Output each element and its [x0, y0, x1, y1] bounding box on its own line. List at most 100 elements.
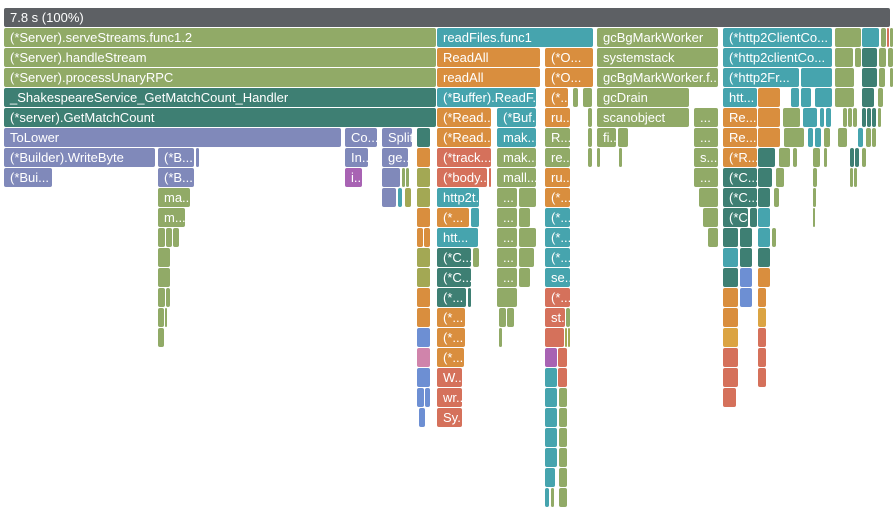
flame-frame-o[interactable]: (*O... — [545, 48, 593, 67]
flame-frame[interactable] — [862, 28, 879, 47]
flame-frame[interactable] — [776, 168, 784, 187]
flame-frame-buf[interactable]: (*Buf... — [497, 108, 536, 127]
flame-frame[interactable] — [758, 88, 780, 107]
flame-frame[interactable] — [545, 488, 549, 507]
flame-frame-ge[interactable]: ge... — [382, 148, 408, 167]
flame-frame[interactable] — [758, 248, 770, 267]
flame-frame-ma[interactable]: ma... — [158, 188, 190, 207]
flame-frame[interactable] — [758, 268, 770, 287]
flame-frame[interactable] — [855, 48, 861, 67]
flame-frame-ru[interactable]: ru... — [545, 108, 570, 127]
flame-frame[interactable] — [559, 388, 567, 407]
flame-frame[interactable] — [820, 108, 824, 127]
flame-frame-body[interactable]: (*body... — [437, 168, 487, 187]
flame-frame-gcdrain[interactable]: gcDrain — [597, 88, 689, 107]
flame-frame[interactable] — [545, 468, 555, 487]
flame-frame[interactable] — [855, 148, 859, 167]
flame-frame[interactable] — [723, 328, 738, 347]
flame-frame-[interactable]: (*... — [437, 208, 469, 227]
flame-frame[interactable] — [703, 208, 718, 227]
flame-frame[interactable] — [497, 288, 517, 307]
flame-frame-st[interactable]: st... — [545, 308, 565, 327]
flame-frame-[interactable]: (*... — [437, 308, 465, 327]
flame-frame[interactable] — [419, 408, 425, 427]
flame-frame[interactable] — [723, 248, 738, 267]
flame-frame-[interactable]: (*... — [545, 88, 568, 107]
flame-frame-c[interactable]: (*C... — [723, 188, 757, 207]
flame-frame[interactable] — [838, 128, 847, 147]
flame-frame-s[interactable]: s... — [694, 148, 718, 167]
flame-frame[interactable] — [519, 268, 530, 287]
flame-frame-[interactable]: (*... — [437, 348, 464, 367]
flame-frame[interactable] — [618, 128, 628, 147]
flame-frame[interactable] — [699, 188, 718, 207]
flame-frame[interactable] — [708, 228, 718, 247]
flame-frame[interactable] — [588, 128, 592, 147]
flame-frame[interactable] — [166, 288, 170, 307]
flame-frame[interactable] — [405, 188, 411, 207]
flame-frame-[interactable]: ... — [694, 168, 718, 187]
flame-frame[interactable] — [872, 108, 876, 127]
flame-frame[interactable] — [758, 208, 770, 227]
flame-frame-read[interactable]: (*Read... — [437, 128, 491, 147]
flame-frame[interactable] — [813, 188, 816, 207]
flame-frame[interactable] — [801, 68, 832, 87]
flame-frame[interactable] — [872, 128, 876, 147]
flame-frame[interactable] — [619, 148, 622, 167]
flame-frame[interactable] — [815, 128, 821, 147]
flame-frame-[interactable]: (*... — [545, 188, 570, 207]
flame-frame[interactable] — [519, 208, 530, 227]
flame-frame[interactable] — [758, 188, 770, 207]
flame-frame[interactable] — [545, 408, 557, 427]
flame-frame[interactable] — [417, 288, 430, 307]
flame-frame[interactable] — [850, 148, 854, 167]
flame-frame-co[interactable]: Co... — [345, 128, 377, 147]
flame-frame[interactable] — [468, 288, 471, 307]
flame-frame[interactable] — [158, 228, 165, 247]
flame-frame[interactable] — [165, 308, 167, 327]
flame-frame[interactable] — [848, 108, 852, 127]
flame-frame-wr[interactable]: wr... — [437, 388, 462, 407]
flame-frame[interactable] — [862, 108, 866, 127]
flame-frame-[interactable]: ... — [497, 268, 517, 287]
flame-frame[interactable] — [545, 428, 557, 447]
flame-frame-server-servestreams-func1-2[interactable]: (*Server).serveStreams.func1.2 — [4, 28, 436, 47]
flame-frame-ru[interactable]: ru... — [545, 168, 570, 187]
flame-frame[interactable] — [862, 68, 877, 87]
flame-frame[interactable] — [545, 448, 557, 467]
flame-frame[interactable] — [862, 148, 866, 167]
flame-frame-htt[interactable]: htt... — [723, 88, 757, 107]
flame-frame[interactable] — [888, 48, 893, 67]
flame-frame[interactable] — [879, 68, 885, 87]
flame-frame[interactable] — [758, 128, 780, 147]
flame-frame[interactable] — [853, 108, 857, 127]
flame-frame[interactable] — [588, 148, 592, 167]
flame-frame-[interactable]: ... — [497, 188, 517, 207]
flame-frame[interactable] — [850, 168, 853, 187]
flame-frame-re[interactable]: Re... — [723, 108, 757, 127]
flame-frame-w[interactable]: W... — [437, 368, 462, 387]
flame-frame[interactable] — [559, 408, 567, 427]
flame-frame-sy[interactable]: Sy... — [437, 408, 462, 427]
flame-frame[interactable] — [558, 348, 567, 367]
flame-frame[interactable] — [559, 428, 567, 447]
flame-frame[interactable] — [417, 388, 424, 407]
flame-frame[interactable] — [398, 188, 402, 207]
flame-frame[interactable] — [867, 108, 871, 127]
flame-frame[interactable] — [723, 228, 738, 247]
flame-frame[interactable] — [545, 388, 557, 407]
flame-frame[interactable] — [507, 308, 514, 327]
flame-frame[interactable] — [723, 368, 738, 387]
flame-frame[interactable] — [808, 128, 813, 147]
flame-frame[interactable] — [417, 368, 430, 387]
flame-frame-gcbgmarkworker-f[interactable]: gcBgMarkWorker.f... — [597, 68, 718, 87]
flame-frame-bui[interactable]: (*Bui... — [4, 168, 52, 187]
flame-frame[interactable] — [406, 168, 409, 187]
flame-frame[interactable] — [774, 188, 779, 207]
flame-frame[interactable] — [824, 148, 827, 167]
flame-frame[interactable] — [890, 68, 893, 87]
flame-frame[interactable] — [879, 48, 886, 67]
flame-frame[interactable] — [801, 88, 811, 107]
flame-frame[interactable] — [750, 208, 757, 227]
flame-frame-r[interactable]: R... — [545, 128, 570, 147]
